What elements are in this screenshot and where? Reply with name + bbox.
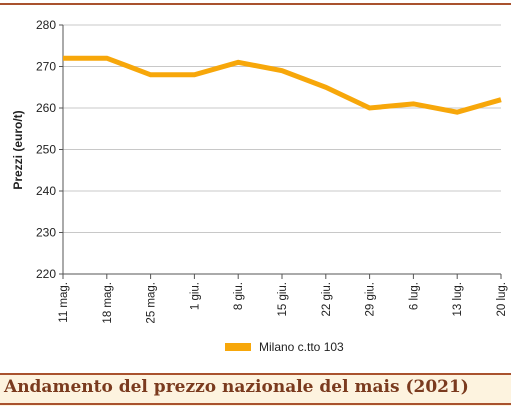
line-chart: 220 230 240 250 260 270 280 11 mag. 18 mag. 25 m… (11, 18, 508, 324)
caption-rule-top (0, 373, 511, 375)
x-tick-label: 22 giu. (321, 282, 333, 317)
x-tick-label: 25 mag. (146, 282, 158, 324)
gridlines (63, 24, 501, 233)
y-tick-label: 230 (36, 226, 56, 240)
x-tick-label: 6 lug. (408, 282, 420, 310)
legend: Milano c.tto 103 (225, 337, 344, 357)
top-rule (0, 3, 511, 5)
x-tick-label: 29 giu. (365, 282, 377, 317)
y-tick-label: 220 (36, 267, 56, 281)
y-tick-label: 250 (36, 143, 56, 157)
caption-bar (0, 373, 511, 406)
x-tick-label: 18 mag. (102, 282, 114, 324)
x-tick-label: 13 lug. (452, 282, 464, 317)
series-line-0 (63, 55, 502, 115)
x-tick-label: 20 lug. (496, 282, 508, 317)
y-tick-labels: 220 230 240 250 260 270 280 (36, 18, 56, 281)
y-axis-label: Prezzi (euro/t) (11, 110, 25, 189)
x-tick-labels: 11 mag. 18 mag. 25 mag. 1 giu. 8 giu. 15 giu.… (58, 282, 508, 324)
x-tick-label: 1 giu. (189, 282, 201, 310)
legend-label: Milano c.tto 103 (259, 340, 344, 354)
x-tick-label: 15 giu. (277, 282, 289, 317)
axes (59, 24, 502, 279)
x-tick-label: 8 giu. (233, 282, 245, 310)
y-tick-label: 270 (36, 60, 56, 74)
series-lines (63, 55, 502, 115)
legend-swatch (225, 343, 251, 351)
chart-caption: Andamento del prezzo nazionale del mais … (4, 377, 469, 397)
caption-rule-bottom (0, 403, 511, 405)
y-tick-label: 240 (36, 184, 56, 198)
y-tick-label: 260 (36, 101, 56, 115)
x-tick-label: 11 mag. (58, 282, 70, 323)
y-tick-label: 280 (36, 18, 56, 32)
